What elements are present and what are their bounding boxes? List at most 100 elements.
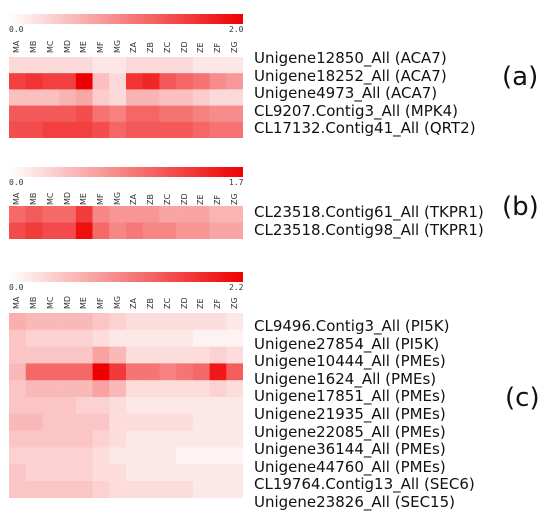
heatmap-cell bbox=[92, 397, 110, 415]
heatmap-cell bbox=[159, 313, 177, 331]
heatmap-cell bbox=[75, 105, 93, 123]
heatmap-cell bbox=[109, 222, 127, 239]
heatmap-cell bbox=[75, 57, 93, 74]
heatmap-cell bbox=[92, 430, 110, 448]
heatmap-cell bbox=[42, 397, 60, 415]
heatmap-cell bbox=[176, 447, 194, 465]
column-label: ZC bbox=[162, 297, 172, 309]
heatmap-cell bbox=[192, 206, 210, 223]
heatmap-cell bbox=[159, 464, 177, 482]
heatmap-cell bbox=[9, 380, 27, 398]
heatmap-cell bbox=[75, 413, 93, 431]
heatmap-cell bbox=[59, 222, 77, 239]
heatmap-cell bbox=[42, 363, 60, 381]
heatmap-cell bbox=[9, 447, 27, 465]
heatmap-cell bbox=[9, 481, 27, 498]
heatmap-cell bbox=[126, 57, 144, 74]
heatmap-cell bbox=[25, 363, 43, 381]
heatmap-cell bbox=[192, 89, 210, 106]
heatmap-cell bbox=[142, 206, 160, 223]
heatmap-cell bbox=[176, 313, 194, 331]
heatmap-cell bbox=[209, 363, 227, 381]
heatmap-cell bbox=[126, 447, 144, 465]
heatmap-cell bbox=[25, 313, 43, 331]
heatmap-cell bbox=[109, 206, 127, 223]
heatmap-cell bbox=[109, 313, 127, 331]
heatmap-cell bbox=[9, 363, 27, 381]
heatmap-cell bbox=[209, 464, 227, 482]
panel-label: (b) bbox=[502, 192, 539, 222]
heatmap-cell bbox=[226, 397, 243, 415]
heatmap-cell bbox=[75, 481, 93, 498]
row-label: CL19764.Contig13_All (SEC6) bbox=[254, 475, 475, 494]
color-scale-bar bbox=[9, 272, 243, 282]
heatmap-cell bbox=[142, 222, 160, 239]
heatmap-cell bbox=[126, 430, 144, 448]
heatmap-cell bbox=[59, 89, 77, 106]
heatmap-cell bbox=[126, 206, 144, 223]
heatmap-cell bbox=[109, 481, 127, 498]
heatmap-cell bbox=[42, 73, 60, 90]
column-label: MA bbox=[12, 40, 22, 53]
heatmap-cell bbox=[59, 380, 77, 398]
heatmap-cell bbox=[9, 57, 27, 74]
column-label: ZG bbox=[229, 193, 239, 205]
column-label: ZG bbox=[229, 297, 239, 309]
heatmap-cell bbox=[109, 430, 127, 448]
heatmap-cell bbox=[176, 121, 194, 138]
heatmap-cell bbox=[126, 222, 144, 239]
heatmap-cell bbox=[209, 430, 227, 448]
column-label: MA bbox=[12, 192, 22, 205]
heatmap-cell bbox=[209, 73, 227, 90]
heatmap-cell bbox=[126, 481, 144, 498]
row-label: Unigene44760_All (PMEs) bbox=[254, 457, 446, 476]
column-label: MB bbox=[29, 296, 39, 309]
heatmap-cell bbox=[92, 206, 110, 223]
heatmap-cell bbox=[209, 447, 227, 465]
column-label: ME bbox=[79, 41, 89, 53]
color-scale-max-label: 2.0 bbox=[229, 25, 244, 34]
heatmap-cell bbox=[9, 121, 27, 138]
heatmap-cell bbox=[92, 413, 110, 431]
row-label: CL9207.Contig3_All (MPK4) bbox=[254, 101, 458, 120]
heatmap-cell bbox=[159, 397, 177, 415]
color-scale-min-label: 0.0 bbox=[9, 178, 24, 187]
heatmap-cell bbox=[142, 89, 160, 106]
heatmap-cell bbox=[42, 206, 60, 223]
heatmap-cell bbox=[176, 397, 194, 415]
heatmap-cell bbox=[109, 363, 127, 381]
heatmap-cell bbox=[209, 121, 227, 138]
heatmap-cell bbox=[192, 329, 210, 347]
panel-label: (a) bbox=[502, 62, 539, 92]
heatmap-cell bbox=[142, 363, 160, 381]
row-label: Unigene22085_All (PMEs) bbox=[254, 422, 446, 441]
heatmap-cell bbox=[9, 329, 27, 347]
column-label: ZG bbox=[229, 41, 239, 53]
column-label: ZE bbox=[196, 194, 206, 205]
heatmap-grid bbox=[9, 57, 243, 138]
heatmap-cell bbox=[92, 73, 110, 90]
heatmap-cell bbox=[42, 430, 60, 448]
column-label: ZF bbox=[212, 42, 222, 53]
column-label: ME bbox=[79, 193, 89, 205]
heatmap-cell bbox=[42, 464, 60, 482]
column-label: ME bbox=[79, 297, 89, 309]
heatmap-cell bbox=[109, 346, 127, 364]
heatmap-cell bbox=[226, 464, 243, 482]
heatmap-cell bbox=[192, 121, 210, 138]
column-label: MC bbox=[45, 192, 55, 206]
heatmap-cell bbox=[142, 346, 160, 364]
heatmap-cell bbox=[226, 430, 243, 448]
heatmap-cell bbox=[159, 206, 177, 223]
heatmap-cell bbox=[226, 346, 243, 364]
heatmap-cell bbox=[126, 313, 144, 331]
row-label: Unigene1624_All (PMEs) bbox=[254, 369, 437, 388]
heatmap-cell bbox=[192, 430, 210, 448]
heatmap-cell bbox=[42, 89, 60, 106]
heatmap-cell bbox=[9, 313, 27, 331]
heatmap-cell bbox=[209, 397, 227, 415]
heatmap-cell bbox=[9, 413, 27, 431]
heatmap-cell bbox=[109, 413, 127, 431]
heatmap-cell bbox=[75, 121, 93, 138]
heatmap-cell bbox=[75, 73, 93, 90]
